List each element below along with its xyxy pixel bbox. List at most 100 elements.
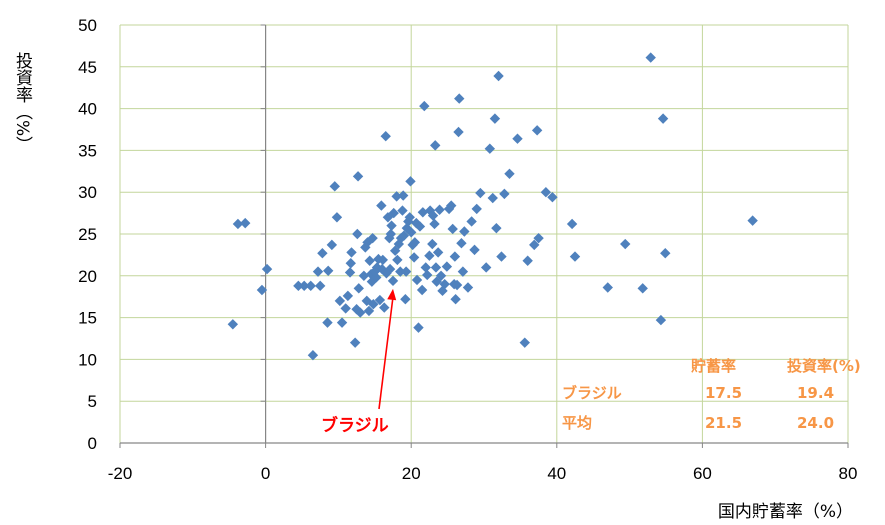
data-point [484,143,496,154]
data-point [382,212,394,223]
data-point [261,263,273,275]
data-point [388,207,399,219]
table-cell: 19.4 [797,384,834,402]
data-point [413,322,424,333]
data-point [312,266,324,277]
data-point [334,295,346,307]
data-point [384,263,396,275]
table-cell: 24.0 [797,414,834,432]
data-point [453,126,464,138]
data-point [409,237,421,248]
y-tick-label: 20 [78,267,97,286]
data-point [315,280,326,292]
x-tick-label: 20 [402,464,421,483]
x-tick-label: 0 [261,464,270,483]
y-axis-label: 投資率（%） [12,52,33,153]
x-tick-labels: -20 0 20 40 60 80 [108,464,858,483]
data-point [419,100,430,112]
data-point [386,220,397,231]
data-point [420,262,431,273]
data-point [397,205,408,216]
data-point [380,130,391,142]
data-point [385,228,397,240]
data-point [363,305,375,317]
data-point [422,269,433,281]
data-point [305,280,316,292]
y-tick-label: 25 [78,225,97,244]
data-point [355,307,366,318]
data-point [456,237,467,249]
y-tick-label: 45 [78,58,97,77]
data-point [480,262,492,273]
data-point [459,226,470,237]
data-point [404,212,415,223]
data-point [657,113,669,124]
data-point [655,314,667,326]
data-point [346,247,357,258]
data-point [398,230,410,241]
data-point [487,192,498,204]
data-point [489,113,501,124]
data-point [451,279,463,291]
x-tick-label: -20 [108,464,133,483]
data-points [227,52,758,361]
data-point [298,280,310,292]
data-point [540,187,552,198]
table-header-savings: 貯蓄率 [691,357,736,375]
data-point [547,192,558,203]
data-point [454,93,465,104]
y-tick-label: 0 [88,434,97,453]
data-point [377,254,389,266]
data-point [344,267,356,278]
data-point [491,222,502,234]
data-point [232,218,244,230]
data-point [471,203,482,215]
y-tick-label: 15 [78,309,97,328]
x-tick-label: 60 [693,464,712,483]
data-point [400,266,412,277]
data-point [533,232,544,244]
data-point [416,284,428,296]
annotation-arrow [378,296,394,410]
data-point [427,238,438,250]
y-tick-label: 40 [78,100,97,119]
data-point [336,317,348,328]
data-point [569,251,581,262]
data-point [340,303,351,314]
data-point [429,218,440,230]
y-tick-label: 30 [78,183,97,202]
data-point [566,218,578,230]
table-cell: 21.5 [705,414,742,432]
data-point [331,212,343,223]
x-axis-label: 国内貯蓄率（%） [718,502,853,522]
data-point [427,210,439,221]
data-point [432,247,444,258]
data-point [493,70,504,82]
table-row-label: ブラジル [562,384,622,402]
data-point [417,207,429,218]
data-point [519,337,530,348]
data-point [620,238,631,250]
data-point [504,168,515,180]
data-point [342,290,354,302]
data-point [389,245,401,256]
x-tick-label: 40 [547,464,566,483]
data-point [449,251,461,262]
data-point [435,270,447,281]
data-point [352,171,364,182]
axes [119,24,849,448]
data-point [353,283,364,294]
data-point [529,239,540,251]
data-point [240,217,251,229]
data-point [434,204,445,215]
data-point [317,248,328,259]
data-point [411,274,423,286]
data-point [462,282,474,293]
data-point [364,255,375,266]
data-point [469,244,480,256]
data-point [358,270,370,281]
data-point [293,280,304,292]
y-tick-label: 10 [78,350,97,369]
y-tick-labels: 0 5 10 15 20 25 30 35 40 45 50 [78,16,97,453]
